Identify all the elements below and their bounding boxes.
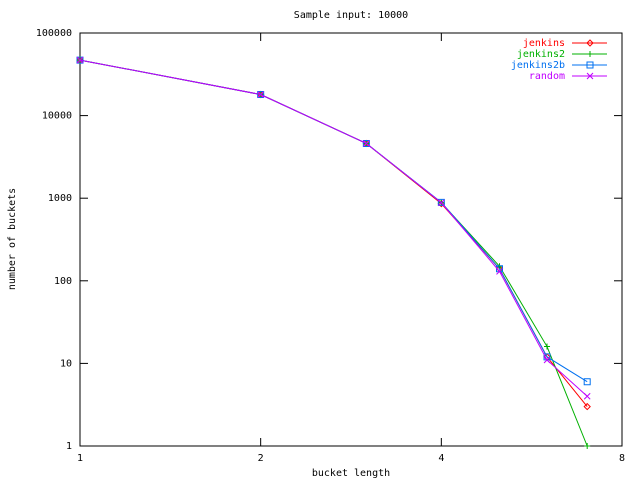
marker [495,265,503,273]
x-tick-label: 8 [619,453,625,464]
marker [496,268,503,275]
x-tick-label: 2 [258,453,264,464]
y-tick-label: 100 [54,276,72,287]
marker [543,356,551,364]
legend-marker [587,51,593,57]
y-tick-label: 100000 [36,28,72,39]
legend-marker [586,61,594,69]
legend-marker [586,72,594,80]
marker [257,91,265,98]
x-tick-label: 1 [77,453,83,464]
y-axis-label: number of buckets [7,188,18,290]
marker [583,392,591,400]
marker [437,199,445,207]
marker [543,353,551,361]
legend-marker [586,39,594,47]
y-tick-label: 1 [66,441,72,452]
legend-label: jenkins [523,38,565,49]
marker [544,343,551,350]
x-axis-label: bucket length [312,468,390,479]
legend-label: jenkins2 [517,49,565,60]
chart-title: Sample input: 10000 [294,10,408,21]
marker [76,56,84,64]
y-tick-label: 1000 [48,193,72,204]
y-tick-label: 10 [60,358,72,369]
marker [362,140,370,147]
marker [584,443,591,449]
y-tick-label: 10000 [42,111,72,122]
marker [257,91,265,99]
marker [583,378,591,386]
marker [583,402,591,411]
legend-label: random [529,71,565,82]
x-tick-label: 4 [438,453,444,464]
plot-border [79,32,623,447]
legend-label: jenkins2b [511,60,565,71]
